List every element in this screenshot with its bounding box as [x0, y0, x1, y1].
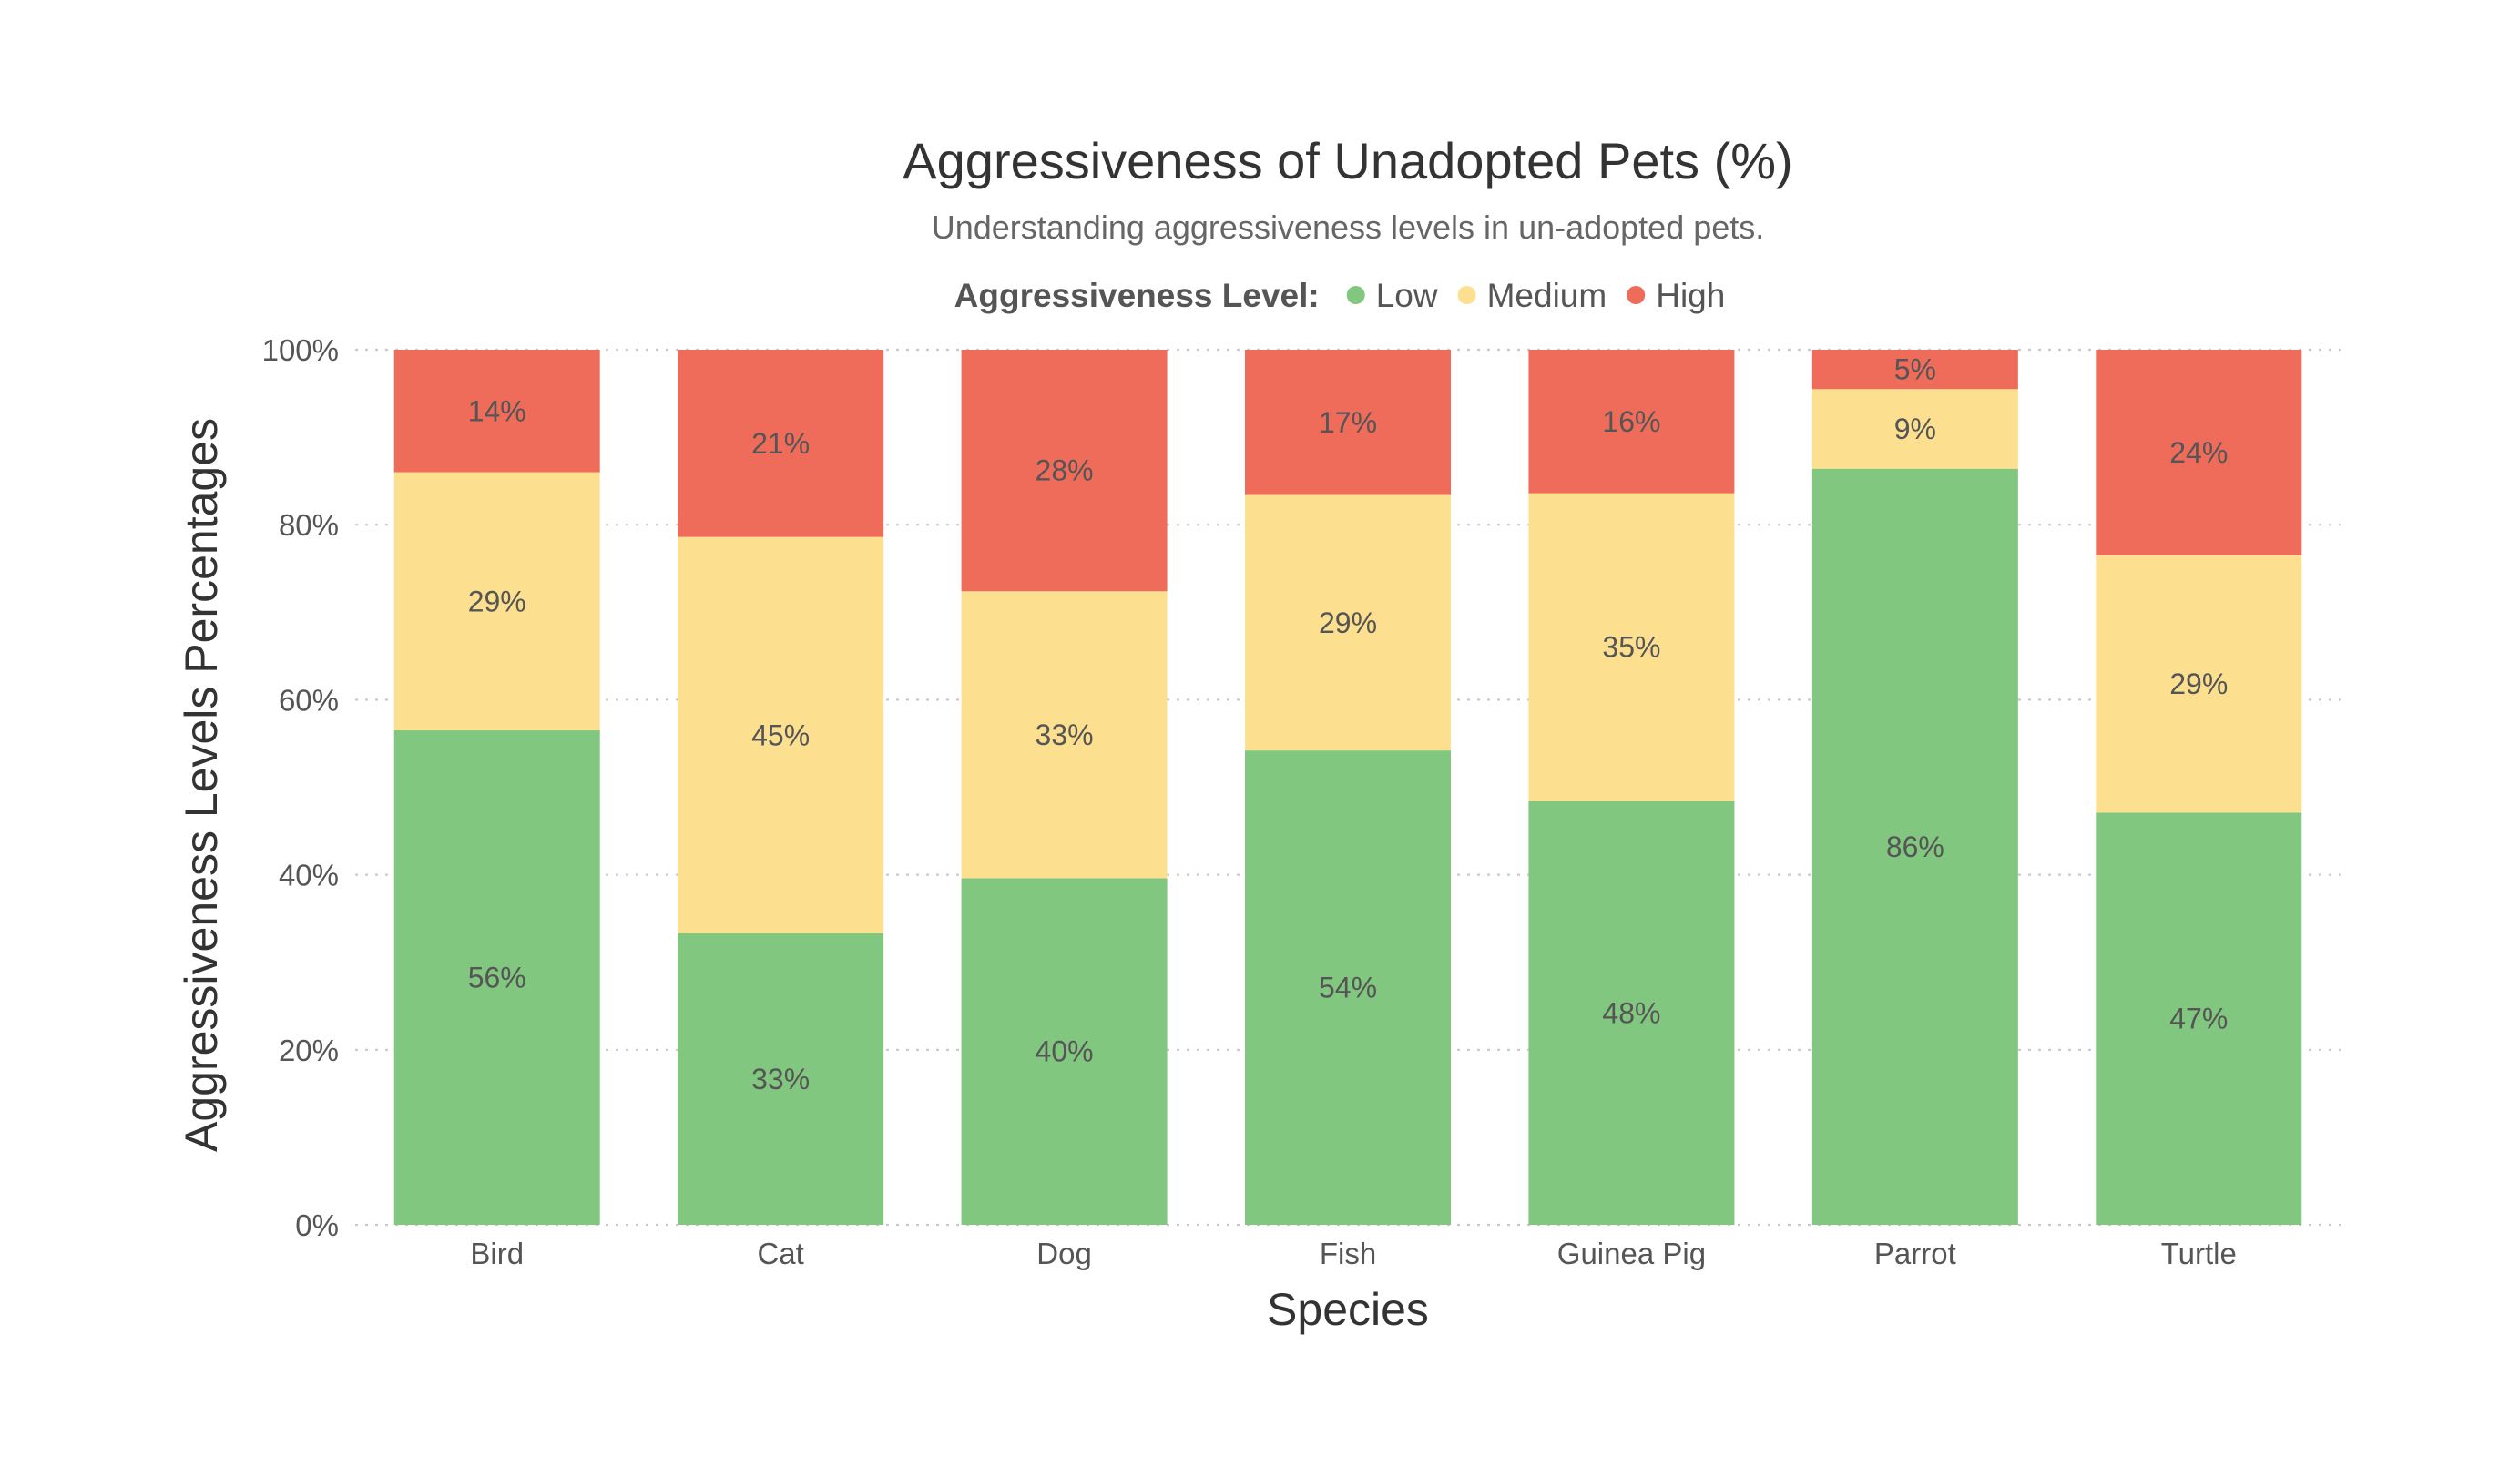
x-tick-label: Turtle — [2161, 1237, 2237, 1270]
x-tick-label: Bird — [470, 1237, 524, 1270]
y-tick-label: 80% — [279, 508, 339, 542]
bar-segment-low — [1528, 800, 1735, 1225]
x-tick-label: Cat — [757, 1237, 803, 1270]
data-label: 14% — [468, 394, 526, 427]
data-label: 33% — [1036, 718, 1094, 751]
legend: Aggressiveness Level: Low Medium High — [954, 277, 1726, 314]
bar-segment-high — [1811, 350, 2018, 390]
data-label: 24% — [2169, 436, 2228, 469]
data-label: 29% — [1319, 606, 1377, 639]
bar-segment-low — [393, 730, 600, 1225]
legend-label: Low — [1376, 277, 1438, 314]
data-label: 56% — [468, 962, 526, 994]
bar-segment-low — [1811, 468, 2018, 1225]
data-label: 5% — [1894, 353, 1936, 386]
bar-segment-medium — [393, 472, 600, 731]
data-label: 45% — [751, 718, 810, 751]
legend-item-medium: Medium — [1457, 277, 1607, 314]
y-tick-label: 0% — [295, 1208, 339, 1242]
chart-subtitle: Understanding aggressiveness levels in u… — [932, 209, 1765, 246]
legend-swatch — [1346, 286, 1365, 304]
bar-segment-low — [678, 932, 884, 1225]
legend-label: Medium — [1487, 277, 1607, 314]
y-axis-title: Aggressiveness Levels Percentages — [176, 418, 227, 1152]
bar-segment-medium — [1811, 389, 2018, 469]
y-tick-label: 40% — [279, 859, 339, 892]
x-tick-label: Fish — [1320, 1237, 1376, 1270]
bar-segment-low — [961, 878, 1168, 1225]
bar-segment-high — [961, 350, 1168, 592]
y-tick-label: 20% — [279, 1034, 339, 1067]
data-label: 35% — [1602, 631, 1660, 664]
bars: 56% 29% 14% 33% 45% 21% 40% 33% 28% 54% 29% 17% 48% 3… — [393, 350, 2302, 1225]
data-label: 17% — [1319, 406, 1377, 439]
data-label: 16% — [1602, 405, 1660, 438]
data-label: 29% — [468, 585, 526, 617]
data-label: 33% — [751, 1063, 810, 1095]
data-label: 48% — [1602, 996, 1660, 1029]
data-label: 86% — [1886, 830, 1944, 863]
y-tick-label: 60% — [279, 683, 339, 717]
bar-segment-high — [1528, 350, 1735, 494]
y-tick-label: 100% — [262, 333, 339, 367]
data-label: 54% — [1319, 972, 1377, 1004]
x-axis-ticks: Bird Cat Dog Fish Guinea Pig Parrot Turtle — [470, 1237, 2236, 1270]
data-label: 29% — [2169, 667, 2228, 700]
bar-segment-high — [678, 350, 884, 537]
bar-segment-high — [393, 350, 600, 473]
legend-label: High — [1656, 277, 1725, 314]
y-axis-ticks: 0% 20% 40% 60% 80% 100% — [262, 333, 339, 1242]
bar-segment-low — [1245, 750, 1451, 1225]
data-label: 9% — [1894, 413, 1936, 445]
chart-title: Aggressiveness of Unadopted Pets (%) — [903, 132, 1792, 189]
bar-segment-medium — [1245, 494, 1451, 751]
x-tick-label: Guinea Pig — [1557, 1237, 1706, 1270]
x-tick-label: Dog — [1036, 1237, 1092, 1270]
x-tick-label: Parrot — [1874, 1237, 1956, 1270]
legend-item-low: Low — [1346, 277, 1438, 314]
bar-segment-high — [2096, 350, 2302, 555]
bar-segment-medium — [678, 536, 884, 933]
bar-segment-high — [1245, 350, 1451, 495]
data-label: 47% — [2169, 1003, 2228, 1035]
data-label: 40% — [1036, 1035, 1094, 1068]
bar-segment-medium — [2096, 555, 2302, 813]
legend-title: Aggressiveness Level: — [954, 277, 1320, 314]
legend-swatch — [1457, 286, 1476, 304]
bar-segment-medium — [1528, 493, 1735, 801]
x-axis-title: Species — [1267, 1284, 1429, 1335]
data-label: 28% — [1036, 454, 1094, 487]
legend-item-high: High — [1627, 277, 1725, 314]
bar-segment-low — [2096, 812, 2302, 1225]
data-label: 21% — [751, 427, 810, 460]
legend-swatch — [1627, 286, 1646, 304]
bar-segment-medium — [961, 591, 1168, 879]
